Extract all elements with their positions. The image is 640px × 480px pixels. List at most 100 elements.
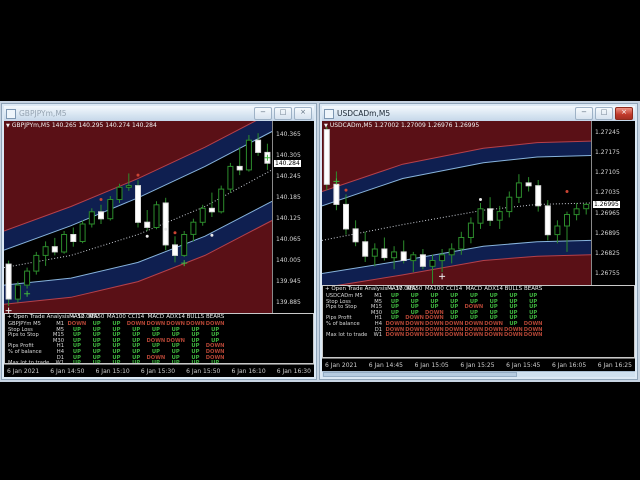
time-axis-label: 6 Jan 15:25 (460, 361, 495, 369)
close-button[interactable]: × (294, 107, 312, 120)
panel-column-label: MA100 (106, 314, 126, 320)
signal-value: DOWN (444, 326, 464, 333)
signal-value: UP (112, 348, 121, 355)
time-axis-label: 6 Jan 15:05 (414, 361, 449, 369)
signal-value: UP (92, 348, 101, 355)
signal-value: DOWN (385, 326, 405, 333)
panel-column-label: BULLS (186, 314, 205, 320)
signal-value: DOWN (185, 321, 205, 327)
scrollbar-thumb[interactable] (323, 372, 518, 377)
mt4-workspace: GBPJPYm,M5 − □ × ▼ GBPJPYm,M5 140.265 140… (0, 101, 640, 382)
chart-window-gbpjpy[interactable]: GBPJPYm,M5 − □ × ▼ GBPJPYm,M5 140.265 140… (1, 103, 317, 380)
maximize-button[interactable]: □ (274, 107, 292, 120)
minimize-button[interactable]: − (575, 107, 593, 120)
signal-value: UP (92, 354, 101, 361)
signal-value: UP (92, 321, 101, 327)
time-axis: 6 Jan 2021 6 Jan 14:50 6 Jan 15:10 6 Jan 15… (4, 364, 314, 377)
signal-value: UP (509, 293, 518, 299)
panel-row-label: GBPJPYm M5 (8, 321, 41, 327)
signal-value: DOWN (464, 326, 484, 333)
signal-value: UP (132, 360, 141, 364)
signal-value: DOWN (166, 337, 186, 344)
signal-value: UP (450, 298, 459, 305)
panel-column-label: MA50 (406, 286, 423, 292)
signal-value: UP (469, 309, 478, 316)
signal-value: UP (509, 309, 518, 316)
signal-value: UP (92, 332, 101, 339)
signal-value: UP (211, 360, 220, 364)
minimize-button[interactable]: − (254, 107, 272, 120)
signal-value: UP (211, 326, 220, 333)
timeframe-label: M15 (52, 332, 64, 339)
chart-window-usdcad[interactable]: USDCADm,M5 − □ × ▼ USDCADm,M5 1.27002 1.2… (319, 103, 638, 380)
signal-value: UP (112, 321, 121, 327)
signal-value: UP (151, 348, 160, 355)
time-axis-label: 6 Jan 2021 (325, 361, 358, 369)
price-axis-label: 140.185 (276, 194, 301, 202)
signal-value: DOWN (405, 332, 425, 339)
timeframe-label: H1 (374, 315, 382, 322)
signal-value: DOWN (484, 332, 504, 339)
horizontal-scrollbar[interactable] (322, 371, 635, 377)
window-titlebar[interactable]: USDCADm,M5 − □ × (322, 106, 635, 121)
candlestick-chart[interactable]: ▼ GBPJPYm,M5 140.265 140.295 140.274 140.… (4, 121, 272, 313)
panel-row-label: Stop Loss (326, 298, 351, 305)
signal-value: UP (509, 320, 518, 327)
signal-value: UP (469, 315, 478, 322)
signal-value: UP (529, 304, 538, 311)
signal-value: DOWN (67, 321, 87, 327)
time-axis-label: 6 Jan 15:45 (506, 361, 541, 369)
time-axis: 6 Jan 2021 6 Jan 14:45 6 Jan 15:05 6 Jan 15… (322, 358, 635, 371)
signal-value: UP (92, 360, 101, 364)
signal-value: UP (430, 293, 439, 299)
panel-row: D1 UP UP UP UP DOWN UP UP DOWN (5, 355, 313, 361)
price-axis-label: 140.005 (276, 257, 301, 265)
signal-value: UP (151, 360, 160, 364)
current-price-badge: 140.284 (274, 159, 301, 167)
signal-value: DOWN (146, 321, 166, 327)
panel-column-label: BULLS (504, 286, 523, 292)
panel-row: M30 UP UP UP UP DOWN DOWN UP UP (5, 338, 313, 344)
signal-value: UP (211, 337, 220, 344)
signal-value: UP (151, 343, 160, 350)
timeframe-label: M15 (370, 304, 382, 311)
time-axis-label: 6 Jan 16:05 (551, 361, 587, 369)
signal-value: UP (529, 315, 538, 322)
signal-value: UP (390, 304, 399, 311)
signal-value: DOWN (444, 320, 464, 327)
price-axis-label: 139.885 (276, 299, 301, 307)
signal-value: UP (72, 337, 81, 344)
signal-value: UP (390, 315, 399, 322)
signal-value: UP (171, 360, 180, 364)
signal-value: DOWN (424, 320, 444, 327)
signal-value: DOWN (503, 332, 523, 339)
panel-column-headers: MA10 MA50 MA100 CCI14 MACD ADX14 BULLS BEARS (385, 286, 543, 292)
panel-title: + Open Trade Analysis + 37.00% (325, 286, 417, 292)
signal-value: UP (410, 293, 419, 299)
chart-window-icon (324, 108, 334, 119)
panel-row: GBPJPYm M5 M1 DOWN UP UP DOWN DOWN DOWN DOWN DOWN (5, 321, 313, 327)
maximize-button[interactable]: □ (595, 107, 613, 120)
candlestick-chart[interactable]: ▼ USDCADm,M5 1.27002 1.27009 1.26976 1.26… (322, 121, 591, 285)
signal-value: DOWN (405, 315, 425, 322)
signal-value: UP (450, 304, 459, 311)
signal-value: UP (132, 343, 141, 350)
signal-value: UP (191, 343, 200, 350)
signal-value: UP (469, 293, 478, 299)
letterbox-bottom (0, 382, 640, 480)
signal-value: UP (171, 326, 180, 333)
chart-dropdown-icon: ▼ (6, 123, 10, 129)
signal-value: UP (112, 332, 121, 339)
panel-column-label: ADX14 (166, 314, 185, 320)
signal-value: UP (509, 315, 518, 322)
time-axis-label: 6 Jan 2021 (7, 367, 40, 375)
signal-value: UP (72, 326, 81, 333)
signal-value: UP (509, 304, 518, 311)
signal-value: UP (191, 332, 200, 339)
price-axis: 1.27245 1.27175 1.27105 1.27035 1.26965 1.268… (591, 121, 635, 285)
window-titlebar[interactable]: GBPJPYm,M5 − □ × (4, 106, 314, 121)
signal-value: UP (72, 354, 81, 361)
open-trade-analysis-panel: + Open Trade Analysis + 37.00% MA10 MA50 MA… (322, 285, 635, 358)
close-button[interactable]: × (615, 107, 633, 120)
signal-value: UP (489, 298, 498, 305)
